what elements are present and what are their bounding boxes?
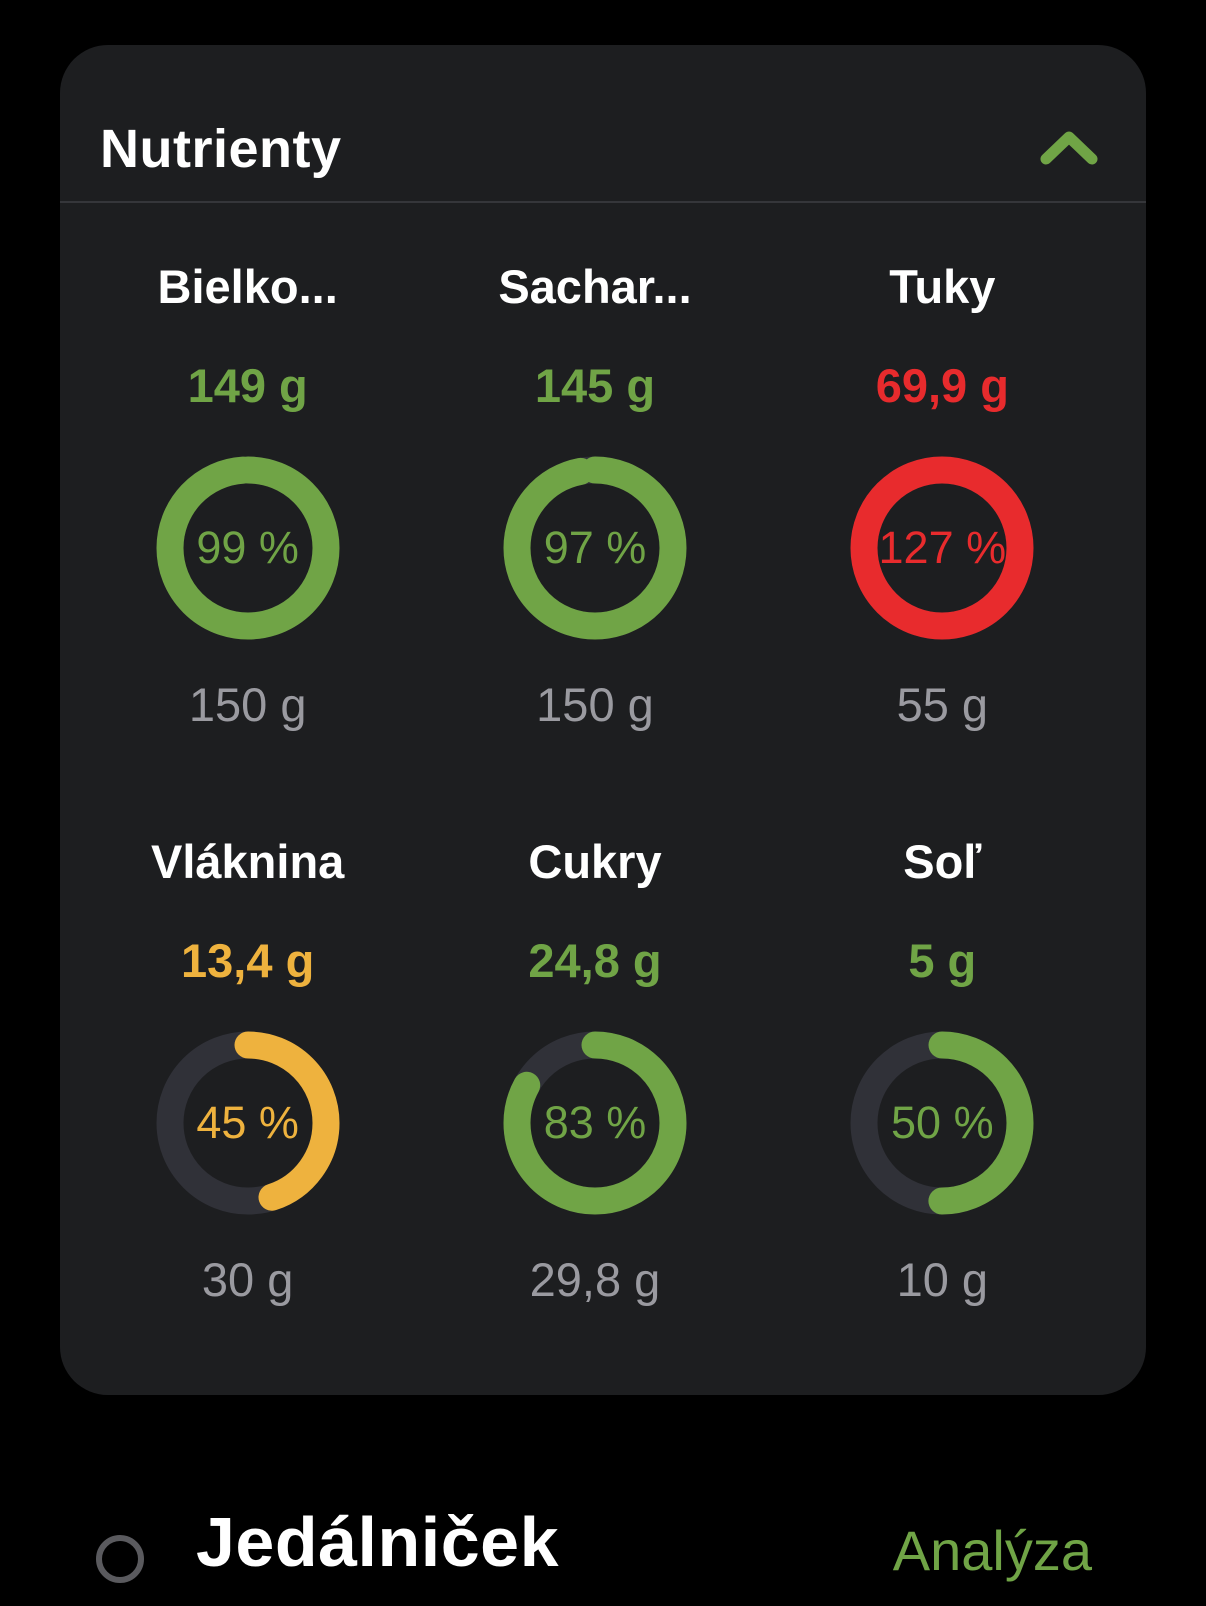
nutrient-goal: 150 g [536, 678, 654, 731]
radio-circle-icon[interactable] [95, 1534, 145, 1584]
progress-ring: 50 % [847, 1028, 1037, 1218]
section-title: Jedálniček [196, 1503, 559, 1581]
chevron-up-icon[interactable] [1036, 127, 1102, 171]
bottom-bar: Jedálniček Analýza [0, 1496, 1206, 1606]
nutrient-cell: Soľ 5 g 50 % 10 g [769, 798, 1116, 1307]
progress-ring: 45 % [153, 1028, 343, 1218]
nutrient-label: Tuky [889, 260, 996, 313]
progress-ring: 127 % [847, 453, 1037, 643]
percent-label: 45 % [196, 1097, 299, 1148]
card-title: Nutrienty [100, 119, 342, 179]
card-header: Nutrienty [60, 45, 1146, 201]
nutrients-card: Nutrienty Bielko... 149 g 99 % 150 g Sac… [60, 45, 1146, 1395]
nutrient-value: 145 g [534, 359, 656, 412]
nutrient-cell: Tuky 69,9 g 127 % 55 g [769, 223, 1116, 732]
analysis-link[interactable]: Analýza [892, 1519, 1092, 1582]
progress-ring: 83 % [500, 1028, 690, 1218]
nutrient-value: 5 g [908, 934, 977, 987]
nutrient-label: Soľ [903, 835, 982, 888]
percent-label: 99 % [196, 522, 299, 573]
progress-ring: 99 % [153, 453, 343, 643]
nutrients-grid: Bielko... 149 g 99 % 150 g Sachar... 145… [60, 203, 1146, 1307]
nutrient-goal: 150 g [188, 678, 307, 731]
nutrient-label: Bielko... [157, 260, 338, 313]
header-divider [60, 201, 1146, 203]
nutrient-cell: Vláknina 13,4 g 45 % 30 g [74, 798, 421, 1307]
nutrient-value: 13,4 g [181, 934, 315, 987]
nutrient-goal: 30 g [201, 1253, 294, 1306]
nutrient-goal: 29,8 g [529, 1253, 661, 1306]
nutrient-value: 69,9 g [875, 359, 1009, 412]
nutrient-cell: Sachar... 145 g 97 % 150 g [421, 223, 768, 732]
progress-ring: 97 % [500, 453, 690, 643]
percent-label: 50 % [891, 1097, 994, 1148]
percent-label: 83 % [543, 1097, 647, 1148]
nutrient-value: 24,8 g [528, 934, 662, 987]
nutrient-goal: 55 g [896, 678, 989, 731]
percent-label: 127 % [878, 522, 1007, 573]
nutrient-goal: 10 g [896, 1253, 989, 1306]
nutrient-label: Cukry [528, 835, 662, 888]
nutrient-value: 149 g [187, 359, 308, 412]
percent-label: 97 % [543, 522, 647, 573]
nutrient-label: Vláknina [151, 835, 345, 888]
nutrient-cell: Bielko... 149 g 99 % 150 g [74, 223, 421, 732]
nutrient-cell: Cukry 24,8 g 83 % 29,8 g [421, 798, 768, 1307]
nutrient-label: Sachar... [498, 260, 692, 313]
